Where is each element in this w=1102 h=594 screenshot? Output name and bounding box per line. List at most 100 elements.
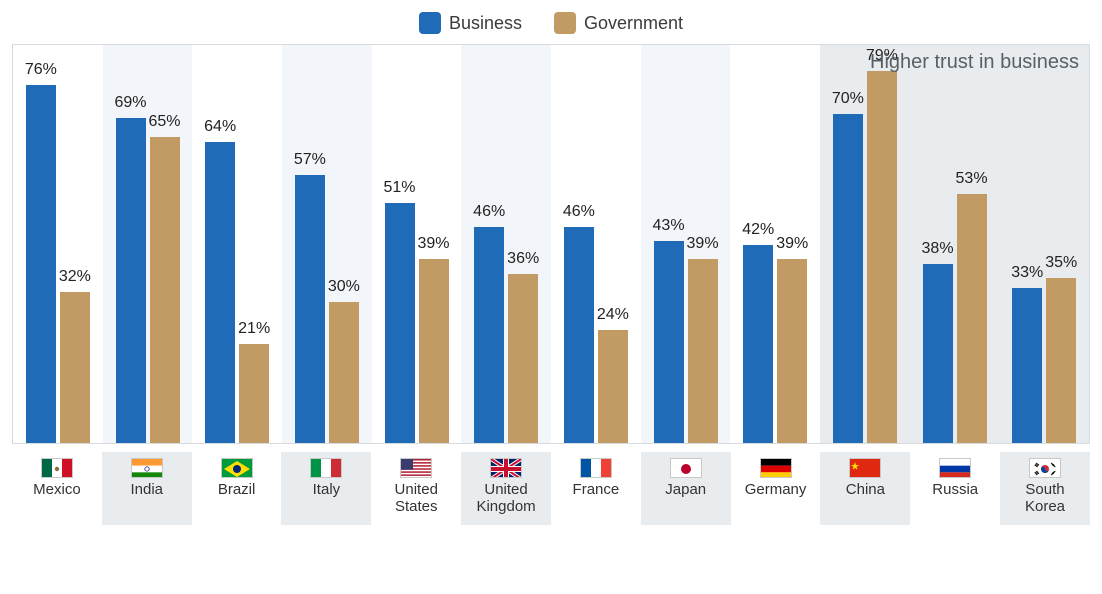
bar-business: 70% xyxy=(833,114,863,443)
chart-column: 38%53% xyxy=(910,45,1000,443)
bar-value-label: 53% xyxy=(956,170,988,188)
chart-column: 51%39% xyxy=(372,45,462,443)
x-axis-label: Japan xyxy=(665,482,706,499)
x-axis-item: Brazil xyxy=(192,452,282,525)
bar-government: 24% xyxy=(598,330,628,443)
flag-icon xyxy=(221,458,253,478)
legend: Business Government xyxy=(12,12,1090,34)
bar-government: 53% xyxy=(957,194,987,443)
bar-business: 43% xyxy=(654,241,684,443)
bar-business: 69% xyxy=(116,118,146,443)
bar-value-label: 39% xyxy=(776,235,808,253)
flag-icon xyxy=(400,458,432,478)
bar-value-label: 64% xyxy=(204,118,236,136)
x-axis-item: Italy xyxy=(281,452,371,525)
x-axis-label: Russia xyxy=(932,482,978,499)
plot-area: Higher trust in business 76%32%69%65%64%… xyxy=(12,44,1090,444)
x-axis-item: South Korea xyxy=(1000,452,1090,525)
bar-value-label: 33% xyxy=(1011,264,1043,282)
bar-business: 42% xyxy=(743,245,773,443)
bar-value-label: 46% xyxy=(563,203,595,221)
bar-business: 33% xyxy=(1012,288,1042,443)
flag-icon xyxy=(1029,458,1061,478)
bar-business: 38% xyxy=(923,264,953,443)
bar-value-label: 76% xyxy=(25,61,57,79)
bar-value-label: 46% xyxy=(473,203,505,221)
bar-value-label: 65% xyxy=(148,113,180,131)
chart-column: 69%65% xyxy=(103,45,193,443)
bar-value-label: 57% xyxy=(294,151,326,169)
legend-label-business: Business xyxy=(449,13,522,34)
bar-government: 65% xyxy=(150,137,180,443)
x-axis-label: India xyxy=(130,482,163,499)
bar-value-label: 24% xyxy=(597,306,629,324)
x-axis-item: Japan xyxy=(641,452,731,525)
legend-item-government: Government xyxy=(554,12,683,34)
bar-value-label: 21% xyxy=(238,320,270,338)
chart-column: 70%79% xyxy=(820,45,910,443)
bar-government: 79% xyxy=(867,71,897,443)
x-axis-label: United Kingdom xyxy=(476,482,535,515)
chart-column: 46%24% xyxy=(551,45,641,443)
bar-business: 64% xyxy=(205,142,235,443)
bar-government: 39% xyxy=(777,259,807,443)
bar-business: 46% xyxy=(474,227,504,443)
x-axis-item: India xyxy=(102,452,192,525)
chart-column: 43%39% xyxy=(641,45,731,443)
bar-value-label: 30% xyxy=(328,278,360,296)
legend-item-business: Business xyxy=(419,12,522,34)
bar-government: 32% xyxy=(60,292,90,443)
bar-government: 35% xyxy=(1046,278,1076,443)
x-axis-item: United States xyxy=(371,452,461,525)
bar-government: 30% xyxy=(329,302,359,443)
x-axis-label: China xyxy=(846,482,885,499)
bar-government: 36% xyxy=(508,274,538,443)
flag-icon xyxy=(131,458,163,478)
bar-value-label: 69% xyxy=(114,94,146,112)
bar-business: 51% xyxy=(385,203,415,443)
bar-value-label: 38% xyxy=(922,240,954,258)
x-axis-item: China xyxy=(820,452,910,525)
bar-business: 57% xyxy=(295,175,325,443)
bar-business: 46% xyxy=(564,227,594,443)
x-axis-item: France xyxy=(551,452,641,525)
chart-column: 42%39% xyxy=(730,45,820,443)
chart-column: 76% 32% xyxy=(13,45,103,443)
x-axis-label: Mexico xyxy=(33,482,81,499)
flag-icon xyxy=(849,458,881,478)
legend-swatch-government xyxy=(554,12,576,34)
bar-government: 39% xyxy=(419,259,449,443)
legend-label-government: Government xyxy=(584,13,683,34)
flag-icon xyxy=(310,458,342,478)
bar-value-label: 39% xyxy=(687,235,719,253)
chart-column: 46%36% xyxy=(461,45,551,443)
x-axis-item: Russia xyxy=(910,452,1000,525)
bar-value-label: 36% xyxy=(507,250,539,268)
bar-value-label: 32% xyxy=(59,268,91,286)
flag-icon xyxy=(490,458,522,478)
x-axis-item: Germany xyxy=(731,452,821,525)
flag-icon xyxy=(760,458,792,478)
chart: Higher trust in business 76%32%69%65%64%… xyxy=(12,44,1090,525)
chart-column: 57%30% xyxy=(282,45,372,443)
flag-icon xyxy=(41,458,73,478)
legend-swatch-business xyxy=(419,12,441,34)
x-axis: Mexico India Brazil Italy United States Unite… xyxy=(12,452,1090,525)
bar-value-label: 42% xyxy=(742,221,774,239)
bar-value-label: 39% xyxy=(418,235,450,253)
flag-icon xyxy=(939,458,971,478)
x-axis-item: Mexico xyxy=(12,452,102,525)
flag-icon xyxy=(670,458,702,478)
bar-value-label: 43% xyxy=(653,217,685,235)
x-axis-label: Brazil xyxy=(218,482,256,499)
annotation-text: Higher trust in business xyxy=(870,51,1079,74)
x-axis-label: Germany xyxy=(745,482,807,499)
bar-value-label: 70% xyxy=(832,90,864,108)
bar-value-label: 51% xyxy=(384,179,416,197)
x-axis-label: United States xyxy=(395,482,438,515)
x-axis-item: United Kingdom xyxy=(461,452,551,525)
x-axis-label: France xyxy=(573,482,620,499)
bar-value-label: 35% xyxy=(1045,254,1077,272)
x-axis-label: Italy xyxy=(313,482,341,499)
flag-icon xyxy=(580,458,612,478)
